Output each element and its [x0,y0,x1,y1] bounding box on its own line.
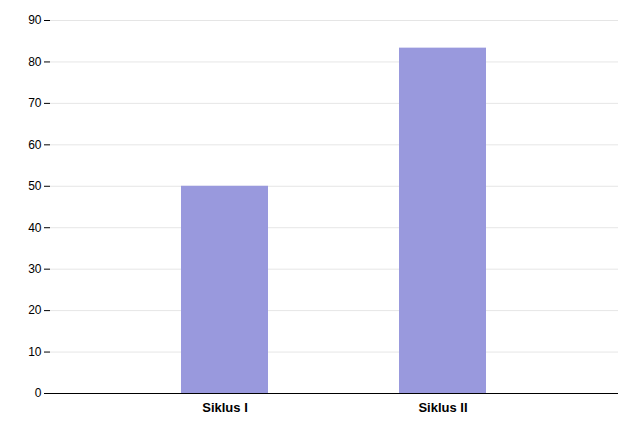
svg-text:70: 70 [28,96,42,110]
svg-text:Siklus I: Siklus I [202,400,248,415]
svg-text:20: 20 [28,303,42,317]
svg-text:60: 60 [28,138,42,152]
svg-text:40: 40 [28,221,42,235]
svg-text:90: 90 [28,13,42,27]
svg-text:50: 50 [28,179,42,193]
svg-text:30: 30 [28,262,42,276]
svg-text:80: 80 [28,55,42,69]
svg-text:0: 0 [35,386,42,400]
svg-text:Siklus II: Siklus II [418,400,467,415]
svg-text:10: 10 [28,345,42,359]
